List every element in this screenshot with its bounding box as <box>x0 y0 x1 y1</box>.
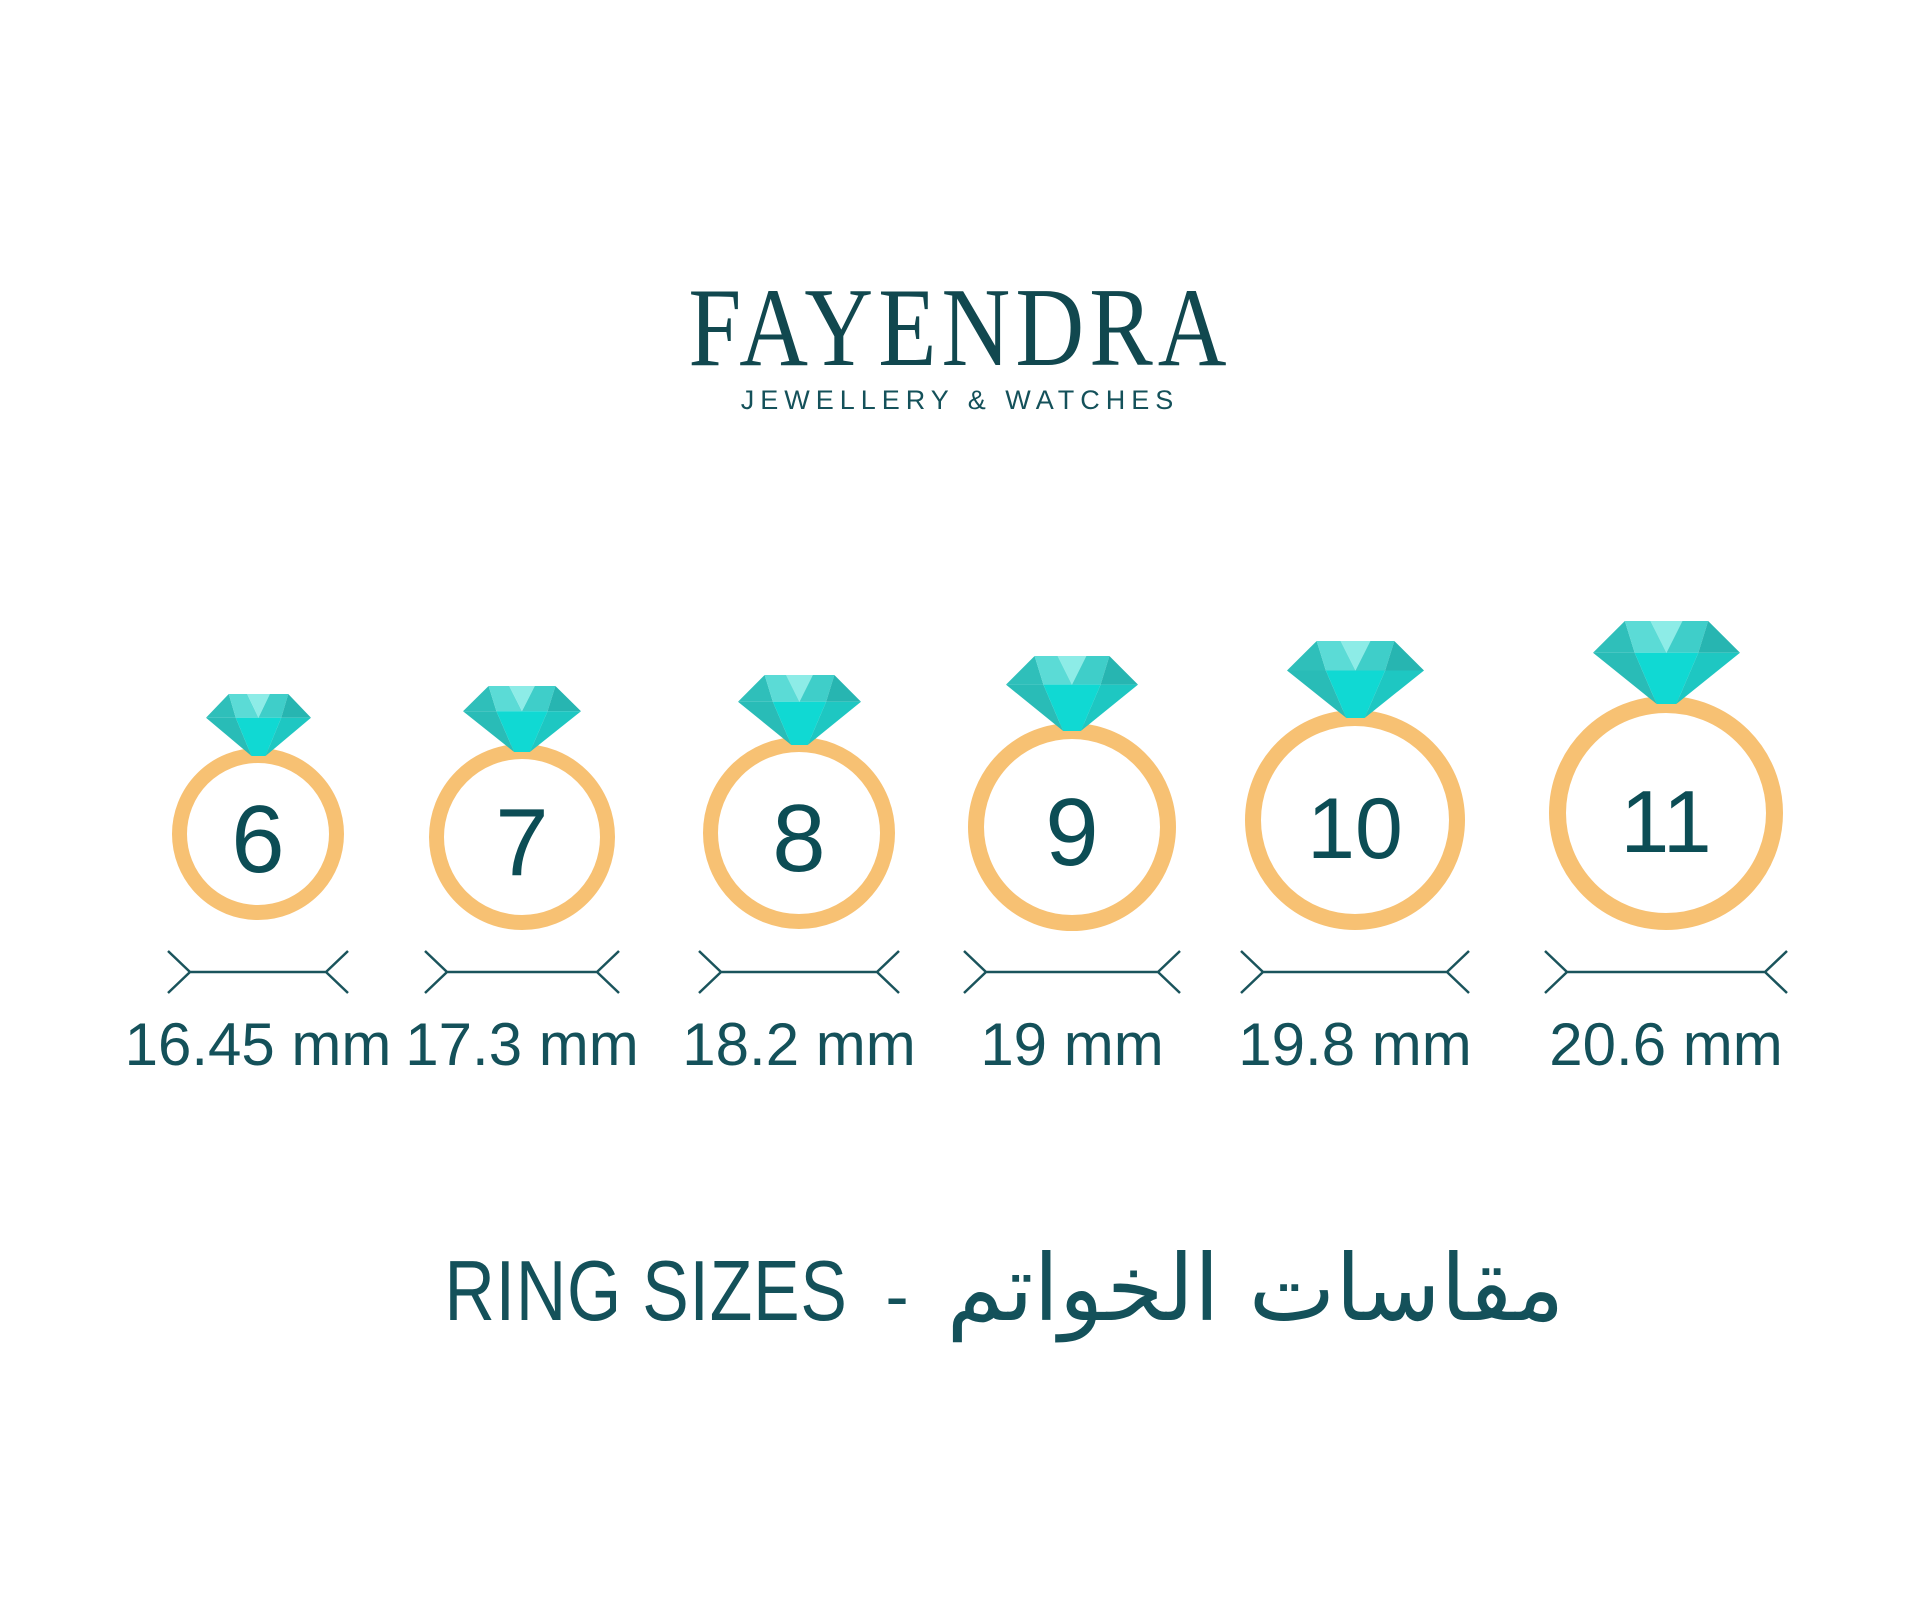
diamond-icon <box>1006 656 1138 731</box>
ring-size-number: 8 <box>772 785 826 892</box>
brand-logo: FAYENDRA <box>688 266 1232 390</box>
diamond-icon <box>463 686 581 752</box>
diameter-dimension-line <box>1544 950 1788 994</box>
brand-tagline: JEWELLERY & WATCHES <box>740 385 1180 415</box>
diamond-icon <box>1286 641 1424 718</box>
diameter-dimension-line <box>698 950 900 994</box>
diameter-dimension-line <box>167 950 349 994</box>
diameter-label: 20.6 mm <box>1549 1011 1783 1078</box>
diameter-dimension-line <box>1240 950 1470 994</box>
diameter-label: 17.3 mm <box>405 1011 639 1078</box>
diamond-icon <box>737 675 861 745</box>
footer-title: RING SIZES - مقاسات الخواتم <box>0 1243 1920 1335</box>
ring-size-number: 9 <box>1045 779 1099 886</box>
footer-title-english: RING SIZES <box>444 1244 848 1339</box>
diameter-dimension-line <box>963 950 1181 994</box>
diameter-dimension-line <box>424 950 620 994</box>
ring-size-number: 7 <box>495 789 549 896</box>
footer-separator-dash: - <box>885 1257 909 1335</box>
diameter-label: 16.45 mm <box>124 1011 392 1078</box>
diamond-icon <box>205 694 311 756</box>
ring-size-number: 6 <box>231 786 285 893</box>
diameter-label: 19 mm <box>980 1011 1164 1078</box>
ring-size-number: 10 <box>1307 781 1403 877</box>
diameter-label: 18.2 mm <box>682 1011 916 1078</box>
diameter-label: 19.8 mm <box>1238 1011 1472 1078</box>
footer-title-arabic: مقاسات الخواتم <box>946 1235 1565 1342</box>
ring-size-number: 11 <box>1620 772 1712 871</box>
diamond-icon <box>1592 621 1740 704</box>
